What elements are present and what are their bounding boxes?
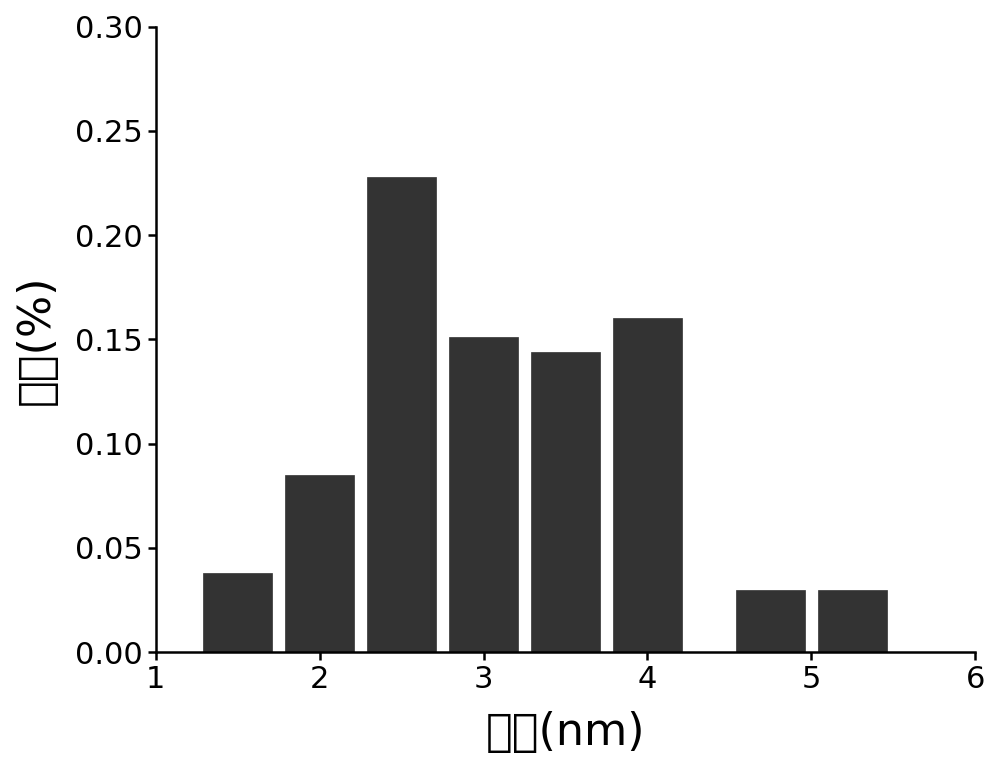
Bar <box>531 352 600 652</box>
Bar <box>203 573 272 652</box>
Bar <box>285 475 354 652</box>
Bar <box>736 590 805 652</box>
Bar <box>367 177 436 652</box>
Bar <box>449 338 518 652</box>
Bar <box>818 590 887 652</box>
X-axis label: 直径(nm): 直径(nm) <box>486 711 645 754</box>
Bar <box>613 318 682 652</box>
Y-axis label: 频率(%): 频率(%) <box>15 274 58 404</box>
